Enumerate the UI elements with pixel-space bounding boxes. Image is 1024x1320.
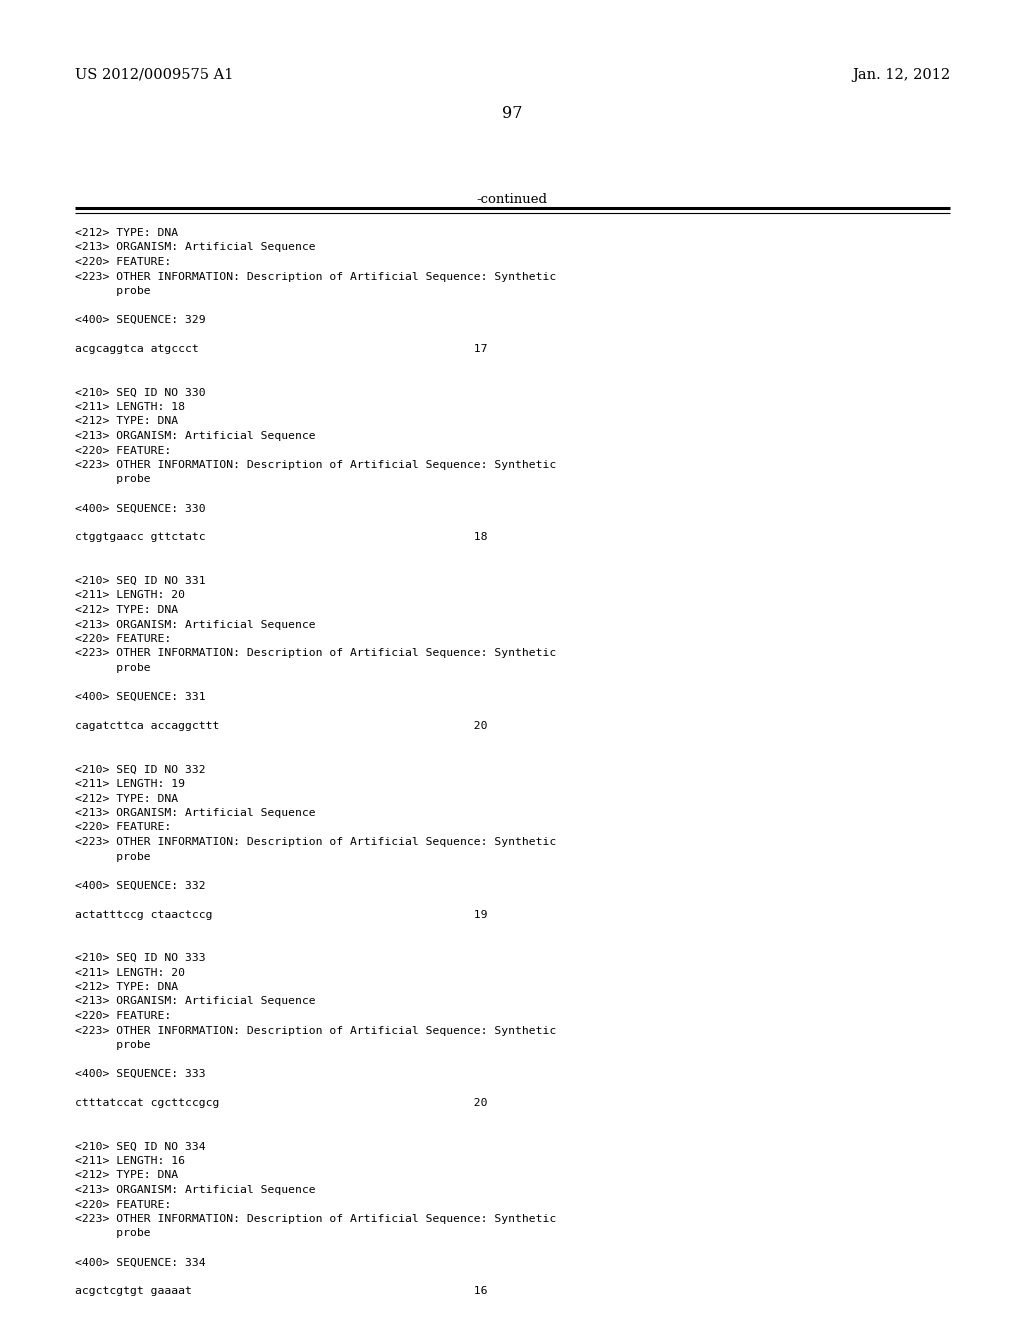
Text: <213> ORGANISM: Artificial Sequence: <213> ORGANISM: Artificial Sequence: [75, 808, 315, 818]
Text: probe: probe: [75, 663, 151, 673]
Text: <212> TYPE: DNA: <212> TYPE: DNA: [75, 982, 178, 993]
Text: <211> LENGTH: 19: <211> LENGTH: 19: [75, 779, 185, 789]
Text: <223> OTHER INFORMATION: Description of Artificial Sequence: Synthetic: <223> OTHER INFORMATION: Description of …: [75, 459, 556, 470]
Text: 97: 97: [502, 106, 522, 121]
Text: <400> SEQUENCE: 329: <400> SEQUENCE: 329: [75, 315, 206, 325]
Text: Jan. 12, 2012: Jan. 12, 2012: [852, 69, 950, 82]
Text: <211> LENGTH: 18: <211> LENGTH: 18: [75, 403, 185, 412]
Text: <212> TYPE: DNA: <212> TYPE: DNA: [75, 1171, 178, 1180]
Text: <400> SEQUENCE: 334: <400> SEQUENCE: 334: [75, 1258, 206, 1267]
Text: <400> SEQUENCE: 332: <400> SEQUENCE: 332: [75, 880, 206, 891]
Text: <213> ORGANISM: Artificial Sequence: <213> ORGANISM: Artificial Sequence: [75, 619, 315, 630]
Text: probe: probe: [75, 474, 151, 484]
Text: <223> OTHER INFORMATION: Description of Artificial Sequence: Synthetic: <223> OTHER INFORMATION: Description of …: [75, 837, 556, 847]
Text: -continued: -continued: [476, 193, 548, 206]
Text: <210> SEQ ID NO 330: <210> SEQ ID NO 330: [75, 388, 206, 397]
Text: probe: probe: [75, 286, 151, 296]
Text: <223> OTHER INFORMATION: Description of Artificial Sequence: Synthetic: <223> OTHER INFORMATION: Description of …: [75, 272, 556, 281]
Text: US 2012/0009575 A1: US 2012/0009575 A1: [75, 69, 233, 82]
Text: <213> ORGANISM: Artificial Sequence: <213> ORGANISM: Artificial Sequence: [75, 243, 315, 252]
Text: <400> SEQUENCE: 330: <400> SEQUENCE: 330: [75, 503, 206, 513]
Text: <210> SEQ ID NO 331: <210> SEQ ID NO 331: [75, 576, 206, 586]
Text: <220> FEATURE:: <220> FEATURE:: [75, 1011, 171, 1020]
Text: <400> SEQUENCE: 331: <400> SEQUENCE: 331: [75, 692, 206, 702]
Text: <220> FEATURE:: <220> FEATURE:: [75, 1200, 171, 1209]
Text: <211> LENGTH: 16: <211> LENGTH: 16: [75, 1156, 185, 1166]
Text: <212> TYPE: DNA: <212> TYPE: DNA: [75, 605, 178, 615]
Text: <220> FEATURE:: <220> FEATURE:: [75, 446, 171, 455]
Text: probe: probe: [75, 1040, 151, 1049]
Text: <220> FEATURE:: <220> FEATURE:: [75, 822, 171, 833]
Text: <210> SEQ ID NO 333: <210> SEQ ID NO 333: [75, 953, 206, 964]
Text: ctttatccat cgcttccgcg                                     20: ctttatccat cgcttccgcg 20: [75, 1098, 487, 1107]
Text: acgcaggtca atgccct                                        17: acgcaggtca atgccct 17: [75, 345, 487, 354]
Text: <220> FEATURE:: <220> FEATURE:: [75, 257, 171, 267]
Text: <223> OTHER INFORMATION: Description of Artificial Sequence: Synthetic: <223> OTHER INFORMATION: Description of …: [75, 648, 556, 659]
Text: acgctcgtgt gaaaat                                         16: acgctcgtgt gaaaat 16: [75, 1287, 487, 1296]
Text: <223> OTHER INFORMATION: Description of Artificial Sequence: Synthetic: <223> OTHER INFORMATION: Description of …: [75, 1026, 556, 1035]
Text: <220> FEATURE:: <220> FEATURE:: [75, 634, 171, 644]
Text: <211> LENGTH: 20: <211> LENGTH: 20: [75, 968, 185, 978]
Text: <212> TYPE: DNA: <212> TYPE: DNA: [75, 228, 178, 238]
Text: <210> SEQ ID NO 332: <210> SEQ ID NO 332: [75, 764, 206, 775]
Text: <213> ORGANISM: Artificial Sequence: <213> ORGANISM: Artificial Sequence: [75, 432, 315, 441]
Text: ctggtgaacc gttctatc                                       18: ctggtgaacc gttctatc 18: [75, 532, 487, 543]
Text: cagatcttca accaggcttt                                     20: cagatcttca accaggcttt 20: [75, 721, 487, 731]
Text: <213> ORGANISM: Artificial Sequence: <213> ORGANISM: Artificial Sequence: [75, 1185, 315, 1195]
Text: <400> SEQUENCE: 333: <400> SEQUENCE: 333: [75, 1069, 206, 1078]
Text: <212> TYPE: DNA: <212> TYPE: DNA: [75, 417, 178, 426]
Text: <212> TYPE: DNA: <212> TYPE: DNA: [75, 793, 178, 804]
Text: <223> OTHER INFORMATION: Description of Artificial Sequence: Synthetic: <223> OTHER INFORMATION: Description of …: [75, 1214, 556, 1224]
Text: probe: probe: [75, 1229, 151, 1238]
Text: probe: probe: [75, 851, 151, 862]
Text: <210> SEQ ID NO 334: <210> SEQ ID NO 334: [75, 1142, 206, 1151]
Text: actatttccg ctaactccg                                      19: actatttccg ctaactccg 19: [75, 909, 487, 920]
Text: <213> ORGANISM: Artificial Sequence: <213> ORGANISM: Artificial Sequence: [75, 997, 315, 1006]
Text: <211> LENGTH: 20: <211> LENGTH: 20: [75, 590, 185, 601]
